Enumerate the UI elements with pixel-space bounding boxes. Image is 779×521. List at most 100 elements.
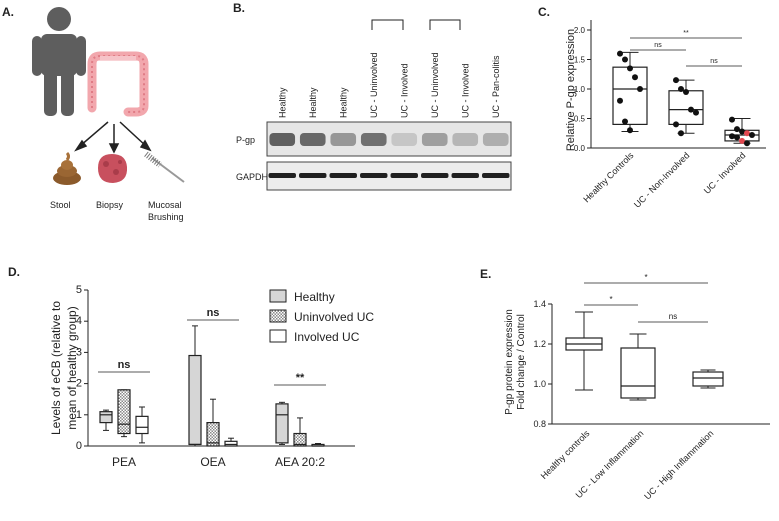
pgp-band — [482, 133, 509, 146]
y-axis-title: mean of healthy group) — [65, 306, 79, 429]
pgp-band — [330, 133, 357, 146]
lane-label: UC - Uninvolved — [369, 52, 379, 118]
box — [668, 90, 704, 125]
pgp-band — [360, 133, 387, 146]
panel-label-c: C. — [538, 5, 550, 19]
x-tick-label: UC - High Inflammation — [642, 428, 715, 501]
x-tick-label: PEA — [112, 455, 136, 469]
y-tick-label: 1.4 — [533, 299, 546, 309]
significance-label: ns — [654, 42, 662, 49]
box — [692, 371, 724, 387]
row-label-pgp: P-gp — [236, 135, 255, 145]
data-point — [749, 132, 755, 139]
pgp-band — [421, 133, 448, 146]
box — [612, 66, 648, 125]
lane-label: Healthy — [308, 87, 318, 118]
x-tick-label: UC - Involved — [702, 150, 748, 196]
gapdh-band — [421, 173, 449, 178]
x-tick-label: AEA 20:2 — [275, 455, 325, 469]
x-tick-label: OEA — [200, 455, 225, 469]
y-tick-label: 0.5 — [574, 115, 586, 124]
significance-label: * — [609, 295, 612, 304]
row-label-gapdh: GAPDH — [236, 172, 268, 182]
data-point — [617, 50, 623, 57]
data-point — [678, 86, 684, 92]
data-point — [734, 126, 740, 133]
data-point — [744, 130, 750, 137]
y-tick-label: 1.5 — [574, 56, 586, 65]
lane-label: UC - Pan-colitis — [491, 55, 501, 118]
pgp-band — [299, 133, 326, 146]
box — [293, 432, 307, 447]
gapdh-band — [299, 173, 327, 178]
biopsy-tissue-icon — [98, 154, 128, 183]
data-point — [637, 86, 643, 92]
label-biopsy: Biopsy — [96, 200, 124, 210]
y-axis-title: P-gp protein expression — [504, 309, 515, 415]
data-point — [729, 133, 735, 140]
significance-label: ns — [207, 307, 220, 319]
gapdh-band — [390, 173, 418, 178]
data-point — [688, 106, 694, 113]
panel-label-a: A. — [2, 5, 14, 19]
legend-swatch — [269, 289, 287, 303]
box — [224, 440, 238, 447]
data-point — [622, 118, 628, 125]
data-point — [678, 130, 684, 137]
box — [99, 411, 113, 424]
data-point — [617, 97, 623, 104]
y-axis-title: Relative P-gp expression — [565, 29, 577, 151]
legend-label: Healthy — [294, 290, 335, 304]
data-point — [622, 56, 628, 63]
y-tick-label: 0.0 — [574, 144, 586, 153]
lane-brackets — [371, 19, 461, 30]
panel-d-chart: 0 1 2 3 4 5 Levels of eCB (relative to mean of … — [49, 284, 374, 469]
box — [206, 422, 220, 447]
panel-label-d: D. — [8, 265, 20, 279]
pgp-band — [269, 133, 296, 146]
data-point — [673, 121, 679, 128]
lane-label: Healthy — [277, 87, 287, 118]
x-tick-label: UC - Non-Involved — [632, 150, 691, 209]
data-point — [734, 134, 740, 141]
x-tick-label: Healthy Controls — [581, 150, 635, 204]
y-tick-label: 0 — [76, 440, 82, 452]
legend-swatch — [269, 309, 287, 323]
sample-arrows — [74, 121, 152, 154]
box — [275, 403, 289, 444]
x-tick-label: Healthy controls — [539, 428, 592, 481]
panel-e-chart: 0.8 1.0 1.2 1.4 P-gp protein expression Fold … — [504, 273, 770, 502]
y-axis-title: Fold change / Control — [516, 314, 527, 410]
legend-label: Uninvolved UC — [294, 310, 374, 324]
gapdh-band — [482, 173, 510, 178]
data-point — [683, 88, 689, 95]
significance-label: ns — [118, 359, 131, 371]
pgp-band — [391, 133, 418, 146]
label-stool: Stool — [50, 200, 71, 210]
brush-icon — [144, 151, 185, 183]
panel-a-illustration: Stool Biopsy Mucosal Brushing — [32, 7, 185, 222]
y-tick-label: 1.2 — [533, 339, 546, 349]
data-point — [627, 127, 633, 134]
y-tick-label: 2 — [76, 378, 82, 390]
data-point — [632, 74, 638, 81]
lane-label: Healthy — [338, 87, 348, 118]
significance-label: ** — [683, 30, 689, 37]
y-tick-label: 1.0 — [574, 85, 586, 94]
pgp-band — [452, 133, 479, 146]
legend-swatch — [269, 329, 287, 343]
y-tick-label: 1.0 — [533, 379, 546, 389]
y-tick-label: 5 — [76, 284, 82, 296]
data-point — [739, 128, 745, 135]
gapdh-band — [360, 173, 388, 178]
box — [135, 415, 149, 435]
legend-label: Involved UC — [294, 330, 360, 344]
box — [620, 347, 656, 399]
significance-label: ns — [669, 312, 677, 321]
y-tick-label: 1 — [76, 409, 82, 421]
panel-label-b: B. — [233, 1, 245, 15]
gapdh-band — [451, 173, 479, 178]
data-point — [744, 140, 750, 147]
y-tick-label: 2.0 — [574, 26, 586, 35]
